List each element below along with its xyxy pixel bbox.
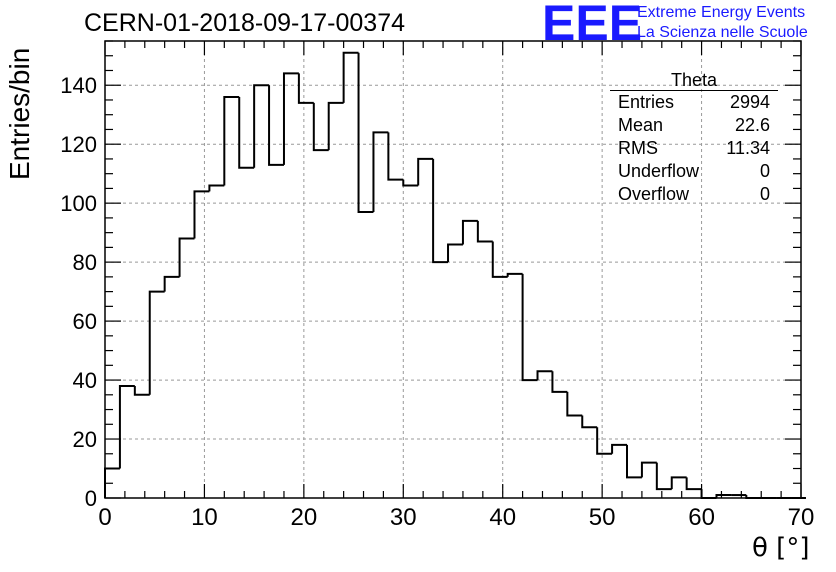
stats-title: Theta: [670, 70, 718, 90]
stats-value: 2994: [729, 92, 770, 112]
histogram-bin: [118, 384, 135, 469]
y-axis-label: Entries/bin: [4, 47, 35, 180]
stats-value: 11.34: [726, 138, 770, 158]
histogram-bin: [640, 461, 657, 478]
y-tick-label: 120: [60, 132, 97, 157]
org-name: Extreme Energy Events: [637, 4, 806, 21]
histogram-bin: [566, 391, 583, 417]
stats-row-overflow: Overflow 0: [610, 183, 778, 206]
histogram-bin: [327, 101, 344, 151]
histogram-bin: [342, 51, 359, 103]
histogram-bin: [596, 427, 613, 455]
x-tick-label: 40: [489, 504, 516, 531]
histogram-bin: [402, 179, 419, 187]
histogram-bin: [536, 370, 553, 381]
tick-label-layer: 0 10 20 30 40 50 60 70 0 20 40 60 80 100 120 140: [60, 73, 814, 531]
histogram-bin: [193, 190, 210, 239]
stats-divider: [610, 90, 778, 91]
y-tick-label: 0: [85, 486, 97, 511]
stats-value: 0: [759, 161, 770, 181]
stats-label: Underflow: [618, 161, 700, 181]
stats-box: Theta Entries 2994 Mean 22.6 RMS 11.34 U…: [610, 70, 778, 206]
histogram-bin: [626, 444, 642, 479]
histogram-bin: [432, 158, 449, 264]
x-tick-label: 70: [788, 504, 815, 531]
stats-label: Mean: [618, 115, 664, 135]
histogram-bin: [297, 73, 314, 104]
histogram-bin: [133, 385, 150, 396]
stats-label: Overflow: [618, 184, 690, 204]
histogram-bin: [611, 443, 627, 454]
histogram-bin: [312, 102, 329, 152]
histogram-bin: [148, 290, 165, 395]
histogram-bin: [208, 184, 225, 192]
stats-value: 0: [759, 184, 770, 204]
histogram-bin: [521, 273, 538, 382]
histogram-layer: [104, 51, 806, 499]
histogram-bin: [268, 85, 284, 166]
histogram-bin: [223, 96, 240, 186]
stats-row-rms: RMS 11.34: [610, 137, 778, 160]
histogram-bin: [655, 462, 672, 491]
histogram-bin: [476, 220, 493, 243]
plot-frame: [104, 40, 802, 499]
histogram-bin: [491, 241, 508, 278]
y-tick-label: 100: [60, 191, 97, 216]
histogram-bin: [670, 476, 687, 490]
histogram-bin: [506, 272, 523, 277]
y-tick-label: 140: [60, 73, 97, 98]
x-tick-label: 30: [390, 504, 417, 531]
histogram-bin: [461, 219, 478, 245]
histogram-bin: [551, 371, 568, 393]
histogram-bin: [387, 132, 404, 181]
x-tick-label: 50: [589, 504, 616, 531]
histogram-bin: [282, 72, 299, 165]
chart-title: CERN-01-2018-09-17-00374: [84, 9, 406, 37]
y-tick-label: 60: [73, 309, 97, 334]
axis-layer: [104, 40, 802, 499]
x-tick-label: 20: [291, 504, 318, 531]
histogram-bin: [238, 97, 255, 169]
x-tick-label: 0: [98, 504, 111, 531]
eee-logo: EEE: [542, 0, 643, 51]
stats-row-entries: Entries 2994: [610, 91, 778, 114]
stats-value: 22.6: [734, 115, 770, 135]
histogram-bin: [715, 494, 732, 498]
x-axis-label: θ [°]: [752, 533, 810, 563]
x-tick-label: 10: [191, 504, 218, 531]
histogram-bin: [178, 237, 195, 277]
x-tick-label: 60: [688, 504, 715, 531]
histogram-bin: [700, 489, 717, 499]
histogram-bin: [447, 243, 463, 263]
stats-row-underflow: Underflow 0: [610, 160, 778, 183]
histogram-bin: [417, 157, 434, 186]
y-tick-label: 80: [73, 250, 97, 275]
org-subtitle: La Scienza nelle Scuole: [637, 24, 808, 41]
histogram-bin: [581, 415, 598, 429]
stats-row-mean: Mean 22.6: [610, 114, 778, 137]
histogram-bin: [372, 131, 389, 213]
histogram-bin: [685, 477, 702, 491]
stats-label: RMS: [618, 138, 658, 158]
histogram-bin: [163, 275, 180, 292]
stats-label: Entries: [618, 92, 675, 112]
y-tick-label: 40: [73, 368, 97, 393]
histogram-bin: [357, 52, 374, 214]
histogram-bin: [253, 84, 270, 168]
y-tick-label: 20: [73, 427, 97, 452]
grid-layer: [105, 41, 801, 498]
